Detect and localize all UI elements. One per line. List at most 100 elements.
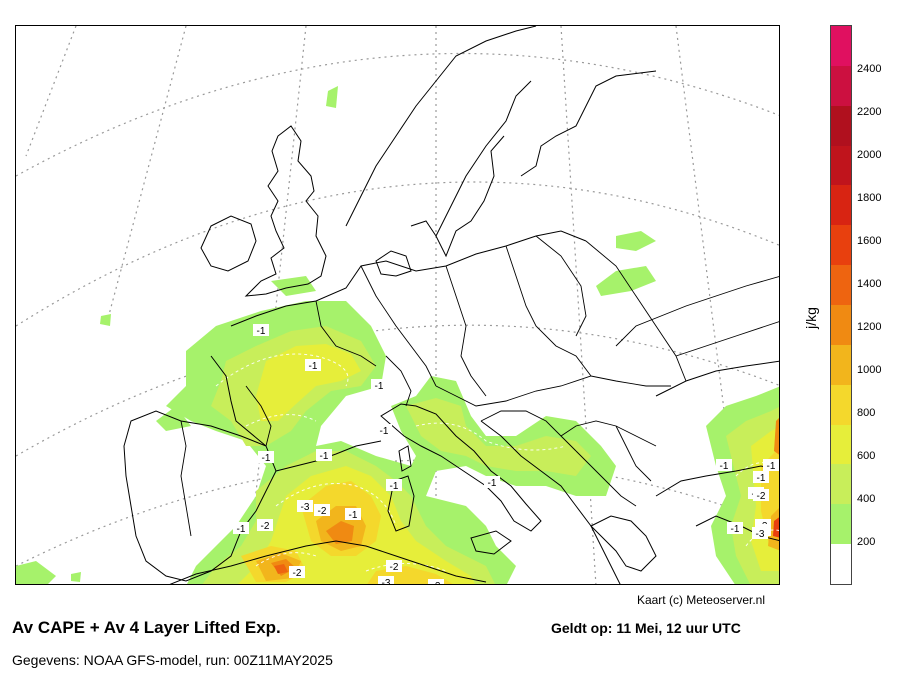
lifted-index-label: -1	[376, 424, 392, 437]
coastline	[470, 530, 512, 555]
legend-swatch	[831, 464, 851, 505]
legend-tick-label: 600	[857, 450, 876, 462]
label-background	[386, 560, 402, 572]
lifted-index-label: -1	[233, 522, 249, 535]
legend-tick-label: 1200	[857, 321, 882, 333]
valid-time: Geldt op: 11 Mei, 12 uur UTC	[551, 620, 741, 636]
lifted-index-label: -3	[752, 527, 768, 540]
lifted-index-label: -3	[297, 500, 313, 513]
map-panel: -1-1-1-1-1-1-1-1-1-1-1-2-3-2-1-2-2-3-2-1…	[15, 25, 780, 585]
isoline	[215, 353, 349, 387]
lifted-index-labels: -1-1-1-1-1-1-1-1-1-1-1-2-3-2-1-2-2-3-2-1…	[233, 324, 779, 585]
lifted-index-label: -1	[253, 324, 269, 337]
lifted-index-label: -2	[386, 560, 402, 573]
legend-swatch	[831, 305, 851, 346]
lifted-index-value: -2	[293, 568, 302, 579]
label-background	[289, 566, 305, 578]
label-background	[484, 476, 500, 488]
country-border	[615, 425, 652, 482]
label-background	[763, 459, 779, 471]
coastlines	[123, 26, 779, 584]
label-background	[316, 449, 332, 461]
lifted-index-label: -1	[716, 459, 732, 472]
lifted-index-value: -1	[375, 381, 384, 392]
cape-area	[271, 276, 316, 296]
legend-tick-label: 200	[857, 536, 876, 548]
lifted-index-value: -2	[318, 506, 327, 517]
coastline	[169, 540, 487, 584]
lifted-index-value: -1	[380, 426, 389, 437]
lifted-index-label: -1	[258, 451, 274, 464]
label-background	[257, 519, 273, 531]
country-border	[675, 321, 779, 357]
label-background	[716, 459, 732, 471]
label-background	[345, 508, 361, 520]
lifted-index-value: -2	[757, 491, 766, 502]
lifted-index-value: -1	[390, 481, 399, 492]
cape-fields	[16, 86, 779, 584]
country-border	[435, 375, 671, 407]
legend-tick-label: 2400	[857, 63, 882, 75]
label-background	[305, 359, 321, 371]
label-background	[428, 579, 444, 584]
cape-color-legend	[830, 25, 852, 585]
lifted-index-value: -1	[767, 461, 776, 472]
coastline	[230, 230, 587, 327]
lifted-index-label: -1	[763, 459, 779, 472]
graticule-line	[105, 26, 187, 327]
cape-area	[326, 86, 338, 108]
lifted-index-value: -1	[757, 473, 766, 484]
legend-unit-label: j/kg	[802, 307, 819, 329]
coastline	[590, 515, 657, 572]
coastline	[410, 135, 505, 258]
lifted-index-isolines	[215, 353, 779, 572]
map-canvas: -1-1-1-1-1-1-1-1-1-1-1-2-3-2-1-2-2-3-2-1…	[16, 26, 779, 585]
lifted-index-label: -2	[753, 489, 769, 502]
lifted-index-value: -1	[488, 478, 497, 489]
legend-tick-label: 800	[857, 407, 876, 419]
lifted-index-label: -2	[428, 579, 444, 584]
lifted-index-value: -3	[382, 578, 391, 585]
cape-area	[16, 561, 56, 584]
lifted-index-value: -1	[731, 524, 740, 535]
coastline	[244, 125, 327, 297]
lifted-index-value: -1	[349, 510, 358, 521]
cape-area	[773, 517, 779, 538]
lifted-index-value: -1	[257, 326, 266, 337]
label-background	[371, 379, 387, 391]
lifted-index-value: -2	[261, 521, 270, 532]
lifted-index-label: -3	[378, 576, 394, 585]
cape-area	[71, 572, 81, 582]
isoline	[745, 529, 779, 547]
legend-swatch	[831, 424, 851, 465]
country-border	[615, 276, 779, 347]
legend-swatch	[831, 185, 851, 226]
data-source: Gegevens: NOAA GFS-model, run: 00Z11MAY2…	[12, 652, 333, 668]
country-border	[360, 265, 437, 387]
legend-tick-label: 400	[857, 493, 876, 505]
cape-area	[100, 314, 111, 326]
map-title: Av CAPE + Av 4 Layer Lifted Exp.	[12, 618, 281, 637]
lifted-index-value: -1	[309, 361, 318, 372]
coastline	[480, 420, 621, 584]
label-background	[752, 527, 768, 539]
legend-tick-label: 1400	[857, 278, 882, 290]
lifted-index-label: -1	[345, 508, 361, 521]
legend-tick-label: 2000	[857, 149, 882, 161]
legend-tick-label: 1800	[857, 192, 882, 204]
coastline	[200, 215, 257, 272]
legend-swatch	[831, 26, 851, 67]
graticule-line	[16, 52, 779, 177]
isoline	[255, 552, 317, 567]
country-border	[385, 355, 412, 407]
graticule-line	[16, 324, 779, 457]
lifted-index-label: -1	[386, 479, 402, 492]
graticule-line	[25, 26, 77, 157]
country-border	[245, 385, 272, 447]
label-background	[258, 451, 274, 463]
coastline	[123, 410, 277, 582]
coastline	[380, 403, 542, 532]
lifted-index-label: -1	[484, 476, 500, 489]
country-border	[585, 240, 687, 382]
coastline	[398, 445, 412, 472]
